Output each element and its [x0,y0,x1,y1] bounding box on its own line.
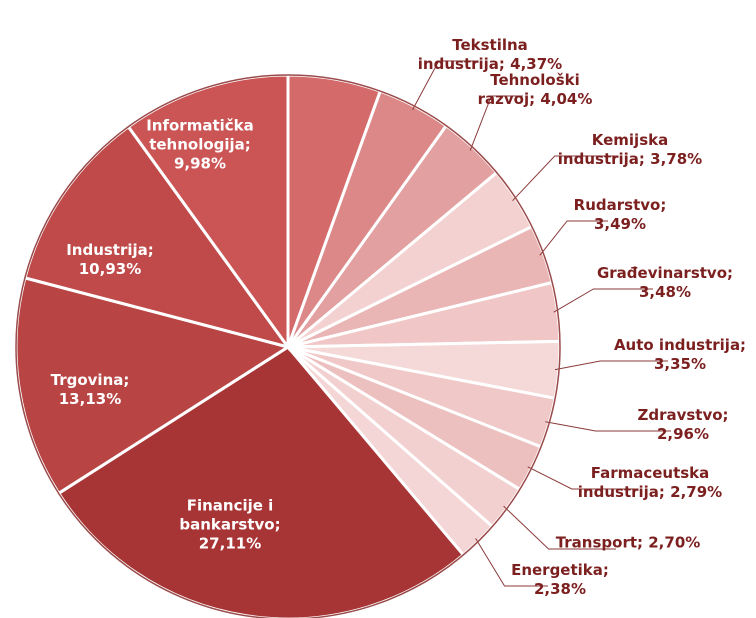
slice-label: Industrija; 10,93% [55,241,165,279]
label-text: 2,38% [533,580,587,598]
label-text: Građevinarstvo; [596,264,734,282]
label-text: Tehnološki razvoj; [477,71,580,108]
slice-label: Farmaceutska industrija; 2,79% [570,464,730,502]
slice-label: Trgovina; 13,13% [35,371,145,409]
label-text: 2,96% [656,425,710,443]
label-text: 3,49% [593,215,647,233]
slice-label: Transport; 2,70% [528,534,728,553]
slice-label: Zdravstvo; 2,96% [633,406,733,444]
label-text: 3,78% [650,150,703,168]
label-text: 3,48% [638,283,692,301]
label-text: Financije i bankarstvo; [179,496,281,534]
slice-label: Energetika; 2,38% [505,561,615,599]
slice-label: Uslužna djelatnost; 5,51% [286,17,381,74]
label-text: Informatička tehnologija; [146,116,254,154]
label-text: Trgovina; [50,371,130,389]
pie-rim [15,74,561,618]
leader-line [412,60,478,110]
label-text: Transport; [555,533,644,552]
slice-label: Rudarstvo; 3,49% [570,196,670,234]
label-text: 2,70% [648,533,701,552]
label-text: Tekstilna industrija; [417,36,528,73]
leader-line [545,421,671,432]
label-text: 3,35% [653,355,707,373]
leader-line [539,220,608,256]
leader-line [554,360,668,371]
slice-label: Građevinarstvo; 3,48% [595,264,735,302]
label-text: 2,79% [670,483,723,501]
leader-line [512,155,618,202]
leader-line [527,466,638,490]
label-text: Industrija; [66,241,154,259]
label-text: 27,11% [198,534,262,553]
label-text: Kemijska industrija; [557,131,669,168]
label-text: 9,98% [173,154,227,173]
leader-line [553,288,653,313]
label-text: 5,51% [306,54,360,73]
label-text: Auto industrija; [613,336,747,354]
label-text: 4,04% [540,90,593,108]
slice-label: Tekstilna industrija; 4,37% [415,36,565,74]
slice-label: Tehnološki razvoj; 4,04% [470,71,600,109]
label-text: Energetika; [511,561,609,579]
slice-label: Informatička tehnologija; 9,98% [135,117,265,174]
label-text: 10,93% [78,260,142,278]
slice-label: Kemijska industrija; 3,78% [555,131,705,169]
label-text: Rudarstvo; [573,196,667,214]
slice-label: Auto industrija; 3,35% [595,336,756,374]
label-text: 4,37% [510,55,563,73]
label-text: Zdravstvo; [637,406,729,424]
label-text: Uslužna djelatnost; [287,16,379,54]
leader-line [503,505,616,550]
leader-line [469,95,523,151]
leader-line [475,538,548,587]
slice-label: Financije i bankarstvo; 27,11% [170,497,290,554]
label-text: 13,13% [58,390,122,408]
label-text: Farmaceutska industrija; [577,464,710,501]
